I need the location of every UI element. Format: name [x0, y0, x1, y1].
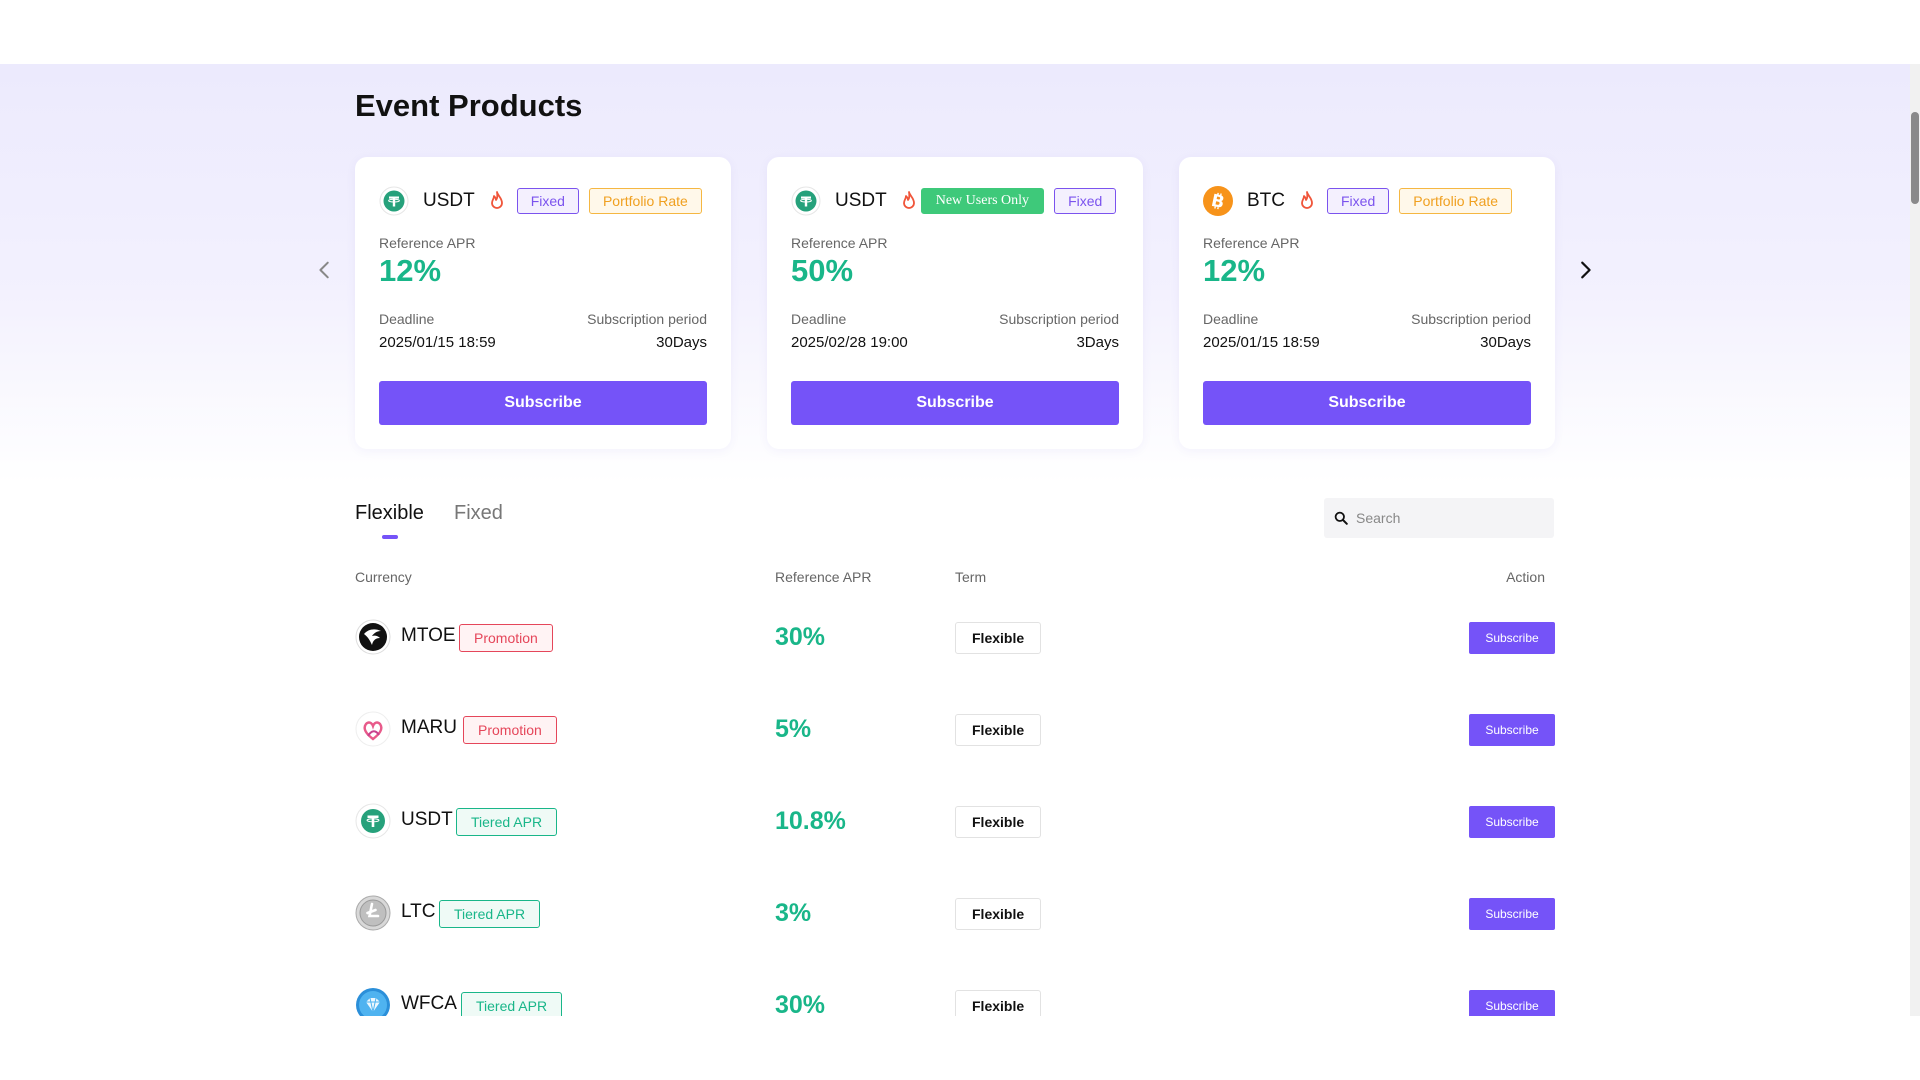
card-apr-value: 12% [379, 253, 442, 288]
row-coin-name: USDT [401, 809, 453, 830]
row-coin-name: MARU [401, 717, 457, 738]
portfolio-rate-tag: Portfolio Rate [1399, 188, 1513, 214]
fixed-tag: Fixed [1327, 188, 1390, 214]
litecoin-icon [355, 895, 391, 931]
row-subscribe-button[interactable]: Subscribe [1469, 898, 1555, 930]
bitcoin-icon: B [1203, 186, 1233, 216]
column-header-term: Term [955, 569, 987, 585]
search-input[interactable] [1356, 510, 1546, 526]
card-coin-name: USDT [423, 190, 475, 211]
deadline-label: Deadline [791, 311, 847, 327]
period-value: 30Days [656, 334, 707, 351]
apr-label: Reference APR [791, 235, 888, 251]
fire-icon [1301, 191, 1313, 209]
new-users-tag: New Users Only [920, 188, 1045, 214]
row-subscribe-button[interactable]: Subscribe [1469, 622, 1555, 654]
period-value: 30Days [1480, 334, 1531, 351]
search-icon [1334, 511, 1348, 525]
row-term-badge: Flexible [955, 806, 1042, 838]
column-header-apr: Reference APR [775, 569, 872, 585]
column-header-action: Action [1506, 569, 1545, 585]
row-subscribe-button[interactable]: Subscribe [1469, 714, 1555, 746]
row-term-badge: Flexible [955, 990, 1042, 1016]
tab-fixed[interactable]: Fixed [454, 502, 503, 524]
portfolio-rate-tag: Portfolio Rate [588, 188, 702, 214]
row-coin-name: WFCA [401, 993, 457, 1014]
top-bar [0, 0, 1920, 64]
scrollbar-thumb[interactable] [1911, 112, 1919, 204]
tiered-apr-tag: Tiered APR [461, 992, 563, 1016]
svg-text:B: B [1209, 191, 1226, 213]
event-card: USDT Fixed Portfolio Rate Reference APR … [355, 157, 731, 449]
deadline-value: 2025/01/15 18:59 [1203, 334, 1320, 351]
table-row: MARU Promotion 5% Flexible Subscribe [355, 709, 1555, 749]
mtoe-icon [355, 619, 391, 655]
table-row: LTC Tiered APR 3% Flexible Subscribe [355, 893, 1555, 933]
tether-icon [791, 186, 821, 216]
deadline-label: Deadline [1203, 311, 1259, 327]
card-apr-value: 50% [791, 253, 854, 288]
row-coin-name: LTC [401, 901, 436, 922]
carousel-prev-button[interactable] [310, 255, 340, 285]
row-apr-value: 30% [775, 623, 826, 651]
period-label: Subscription period [1411, 311, 1531, 327]
row-term-badge: Flexible [955, 898, 1042, 930]
deadline-value: 2025/01/15 18:59 [379, 334, 496, 351]
card-subscribe-button[interactable]: Subscribe [379, 381, 707, 425]
wfca-icon [355, 987, 391, 1016]
event-card: B BTC Fixed Portfolio Rate Reference APR… [1179, 157, 1555, 449]
deadline-value: 2025/02/28 19:00 [791, 334, 908, 351]
fire-icon [490, 191, 503, 209]
table-row: MTOE Promotion 30% Flexible Subscribe [355, 617, 1555, 657]
section-title: Event Products [355, 88, 583, 123]
promotion-tag: Promotion [463, 716, 557, 744]
deadline-label: Deadline [379, 311, 435, 327]
table-row: USDT Tiered APR 10.8% Flexible Subscribe [355, 801, 1555, 841]
tiered-apr-tag: Tiered APR [456, 808, 558, 836]
period-value: 3Days [1076, 334, 1119, 351]
card-apr-value: 12% [1203, 253, 1266, 288]
tether-icon [379, 186, 409, 216]
event-card: USDT New Users Only Fixed Reference APR … [767, 157, 1143, 449]
card-subscribe-button[interactable]: Subscribe [791, 381, 1119, 425]
bottom-blank-area [0, 1016, 1920, 1080]
promotion-tag: Promotion [459, 624, 553, 652]
table-row: WFCA Tiered APR 30% Flexible Subscribe [355, 985, 1555, 1016]
card-subscribe-button[interactable]: Subscribe [1203, 381, 1531, 425]
row-term-badge: Flexible [955, 622, 1042, 654]
active-tab-indicator [382, 535, 398, 539]
apr-label: Reference APR [379, 235, 476, 251]
maru-icon [355, 711, 391, 747]
row-subscribe-button[interactable]: Subscribe [1469, 990, 1555, 1016]
apr-label: Reference APR [1203, 235, 1300, 251]
search-box[interactable] [1324, 498, 1554, 538]
period-label: Subscription period [587, 311, 707, 327]
carousel-next-button[interactable] [1570, 255, 1600, 285]
row-subscribe-button[interactable]: Subscribe [1469, 806, 1555, 838]
tiered-apr-tag: Tiered APR [439, 900, 541, 928]
tab-flexible[interactable]: Flexible [355, 502, 424, 524]
row-apr-value: 10.8% [775, 807, 846, 835]
fixed-tag: Fixed [516, 188, 579, 214]
chevron-right-icon [1581, 261, 1591, 279]
tether-icon [355, 803, 391, 839]
row-term-badge: Flexible [955, 714, 1042, 746]
row-apr-value: 30% [775, 991, 826, 1016]
period-label: Subscription period [999, 311, 1119, 327]
row-apr-value: 3% [775, 899, 812, 927]
fire-icon [902, 191, 915, 209]
page-viewport: Event Products USDT Fixed Portfolio Rate… [310, 88, 1600, 1016]
card-coin-name: USDT [835, 190, 887, 211]
row-apr-value: 5% [775, 715, 812, 743]
column-header-currency: Currency [355, 569, 412, 585]
card-coin-name: BTC [1247, 190, 1285, 211]
row-coin-name: MTOE [401, 625, 456, 646]
scrollbar-track[interactable] [1910, 64, 1920, 1016]
fixed-tag: Fixed [1054, 188, 1117, 214]
chevron-left-icon [319, 261, 329, 279]
